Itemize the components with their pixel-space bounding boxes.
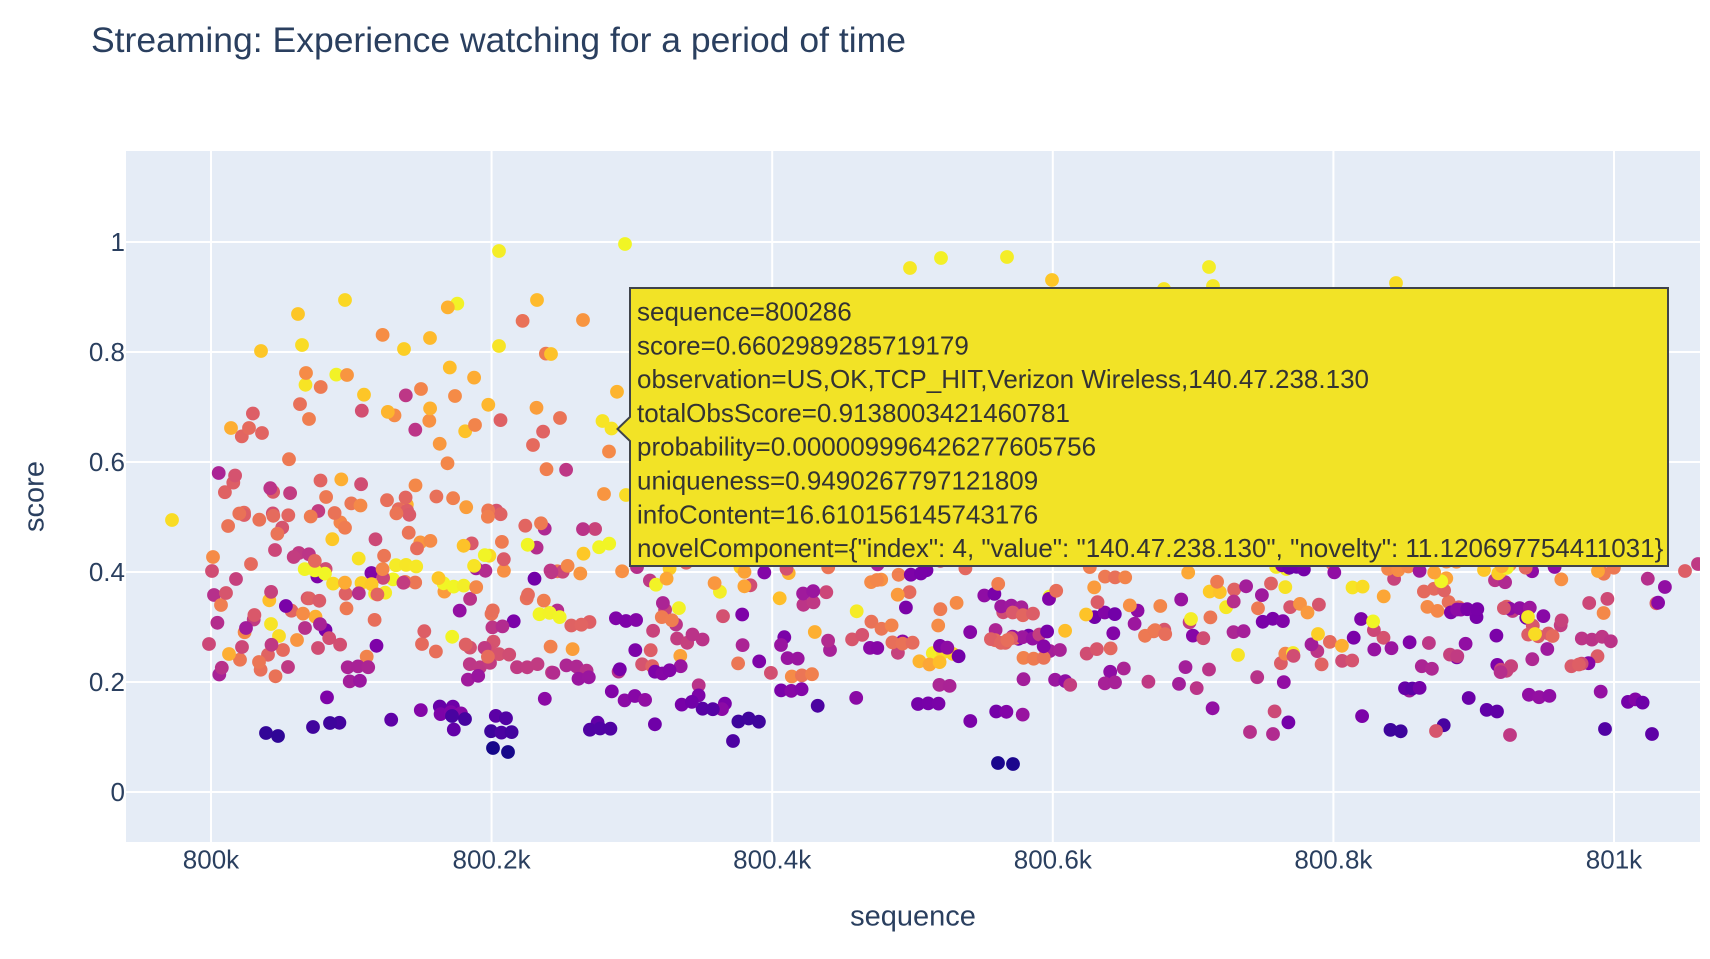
svg-text:800.2k: 800.2k: [453, 845, 532, 875]
svg-text:0.4: 0.4: [89, 557, 125, 587]
svg-text:probability=0.0000099964262776: probability=0.000009996426277605756: [637, 432, 1096, 462]
svg-text:score: score: [19, 461, 51, 532]
svg-text:infoContent=16.610156145743176: infoContent=16.610156145743176: [637, 499, 1038, 529]
svg-text:0: 0: [111, 777, 125, 807]
svg-text:score=0.6602989285719179: score=0.6602989285719179: [637, 330, 969, 360]
svg-text:800k: 800k: [183, 845, 240, 875]
svg-text:0.2: 0.2: [89, 667, 125, 697]
svg-text:novelComponent={"index": 4, "v: novelComponent={"index": 4, "value": "14…: [637, 533, 1664, 563]
svg-text:0.8: 0.8: [89, 337, 125, 367]
svg-text:1: 1: [111, 227, 125, 257]
svg-text:800.8k: 800.8k: [1294, 845, 1373, 875]
svg-text:800.4k: 800.4k: [733, 845, 812, 875]
svg-text:0.6: 0.6: [89, 447, 125, 477]
svg-text:Streaming: Experience watching: Streaming: Experience watching for a per…: [91, 20, 906, 60]
svg-text:sequence: sequence: [850, 901, 976, 933]
svg-text:sequence=800286: sequence=800286: [637, 297, 852, 327]
svg-text:observation=US,OK,TCP_HIT,Veri: observation=US,OK,TCP_HIT,Verizon Wirele…: [637, 364, 1369, 394]
svg-text:801k: 801k: [1586, 845, 1643, 875]
svg-text:uniqueness=0.9490267797121809: uniqueness=0.9490267797121809: [637, 466, 1038, 496]
svg-text:800.6k: 800.6k: [1014, 845, 1093, 875]
svg-text:totalObsScore=0.91380034214607: totalObsScore=0.9138003421460781: [637, 398, 1070, 428]
